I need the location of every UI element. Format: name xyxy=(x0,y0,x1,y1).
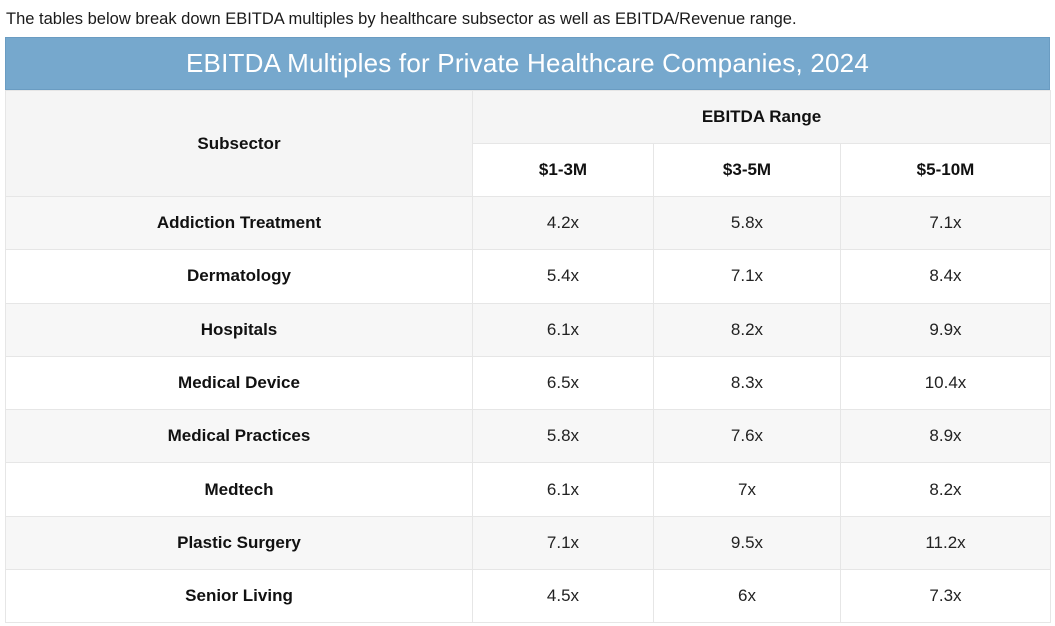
table-row: Medical Practices 5.8x 7.6x 8.9x xyxy=(5,409,1051,464)
multiple-value: 11.2x xyxy=(840,515,1051,571)
multiple-value: 7.3x xyxy=(840,569,1051,624)
multiple-value: 9.5x xyxy=(653,515,841,571)
multiple-value: 4.2x xyxy=(472,195,654,251)
multiple-value: 5.8x xyxy=(472,409,654,464)
multiple-value: 6.5x xyxy=(472,355,654,411)
table-row: Medtech 6.1x 7x 8.2x xyxy=(5,462,1051,517)
subsector-name: Medical Device xyxy=(5,355,473,411)
column-header-3-5m: $3-5M xyxy=(653,143,841,197)
table-row: Medical Device 6.5x 8.3x 10.4x xyxy=(5,355,1051,411)
subsector-name: Dermatology xyxy=(5,249,473,304)
multiple-value: 8.2x xyxy=(653,302,841,357)
multiple-value: 4.5x xyxy=(472,569,654,624)
table-row: Hospitals 6.1x 8.2x 9.9x xyxy=(5,302,1051,357)
subsector-name: Plastic Surgery xyxy=(5,515,473,571)
table-row: Dermatology 5.4x 7.1x 8.4x xyxy=(5,249,1051,304)
table-row: Plastic Surgery 7.1x 9.5x 11.2x xyxy=(5,515,1051,571)
table-row: Senior Living 4.5x 6x 7.3x xyxy=(5,569,1051,624)
multiple-value: 9.9x xyxy=(840,302,1051,357)
subsector-name: Medtech xyxy=(5,462,473,517)
multiple-value: 7.1x xyxy=(840,195,1051,251)
multiple-value: 7.1x xyxy=(653,249,841,304)
table-body: Addiction Treatment 4.2x 5.8x 7.1x Dermatolo… xyxy=(5,195,1051,624)
multiples-table-container: EBITDA Multiples for Private Healthcare … xyxy=(5,37,1051,624)
multiple-value: 5.8x xyxy=(653,195,841,251)
subsector-name: Addiction Treatment xyxy=(5,195,473,251)
multiple-value: 8.2x xyxy=(840,462,1051,517)
table-title: EBITDA Multiples for Private Healthcare … xyxy=(5,37,1050,90)
subsector-header: Subsector xyxy=(5,90,473,197)
multiple-value: 10.4x xyxy=(840,355,1051,411)
multiple-value: 6x xyxy=(653,569,841,624)
multiple-value: 7.6x xyxy=(653,409,841,464)
column-header-5-10m: $5-10M xyxy=(840,143,1051,197)
multiples-table: Subsector EBITDA Range $1-3M $3-5M $5-10… xyxy=(5,90,1051,624)
multiple-value: 8.4x xyxy=(840,249,1051,304)
multiple-value: 8.9x xyxy=(840,409,1051,464)
multiple-value: 6.1x xyxy=(472,302,654,357)
multiple-value: 5.4x xyxy=(472,249,654,304)
multiple-value: 8.3x xyxy=(653,355,841,411)
multiple-value: 7.1x xyxy=(472,515,654,571)
table-row: Addiction Treatment 4.2x 5.8x 7.1x xyxy=(5,195,1051,251)
subsector-name: Senior Living xyxy=(5,569,473,624)
subsector-name: Hospitals xyxy=(5,302,473,357)
multiple-value: 6.1x xyxy=(472,462,654,517)
multiple-value: 7x xyxy=(653,462,841,517)
ebitda-range-header: EBITDA Range xyxy=(472,90,1051,144)
column-header-1-3m: $1-3M xyxy=(472,143,654,197)
subsector-name: Medical Practices xyxy=(5,409,473,464)
intro-text: The tables below break down EBITDA multi… xyxy=(6,10,797,28)
